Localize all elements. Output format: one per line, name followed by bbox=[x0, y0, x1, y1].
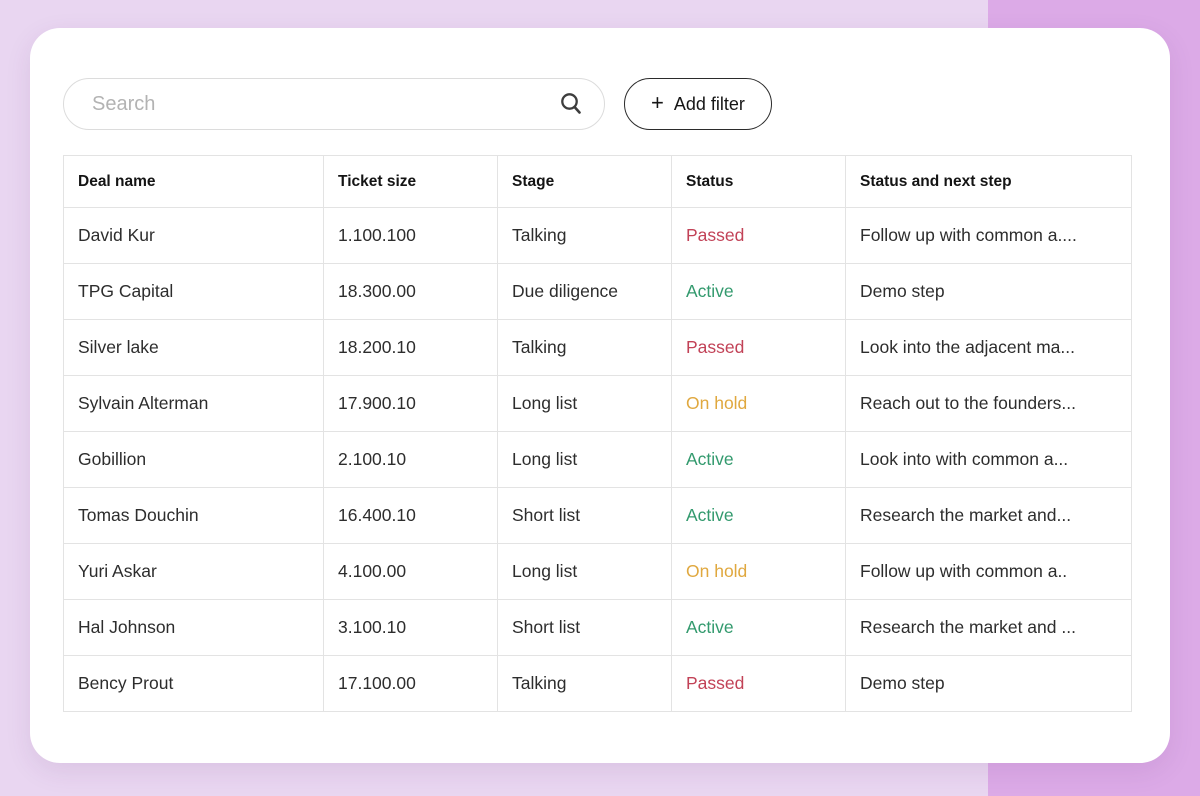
cell-stage: Long list bbox=[497, 543, 672, 600]
deals-table-container: Deal name Ticket size Stage Status Statu… bbox=[63, 155, 1132, 712]
cell-next-step: Research the market and ... bbox=[845, 599, 1132, 656]
column-header-next-step: Status and next step bbox=[845, 155, 1132, 208]
cell-stage: Long list bbox=[497, 431, 672, 488]
cell-next-step: Research the market and... bbox=[845, 487, 1132, 544]
search-bar bbox=[63, 78, 605, 130]
table-row[interactable]: Hal Johnson 3.100.10 Short list Active Resea… bbox=[63, 599, 1132, 656]
cell-next-step: Demo step bbox=[845, 263, 1132, 320]
cell-ticket-size: 2.100.10 bbox=[323, 431, 498, 488]
table-row[interactable]: TPG Capital 18.300.00 Due diligence Active D… bbox=[63, 263, 1132, 320]
cell-deal-name: Sylvain Alterman bbox=[63, 375, 324, 432]
table-body: David Kur 1.100.100 Talking Passed Follow up… bbox=[63, 207, 1132, 712]
cell-ticket-size: 1.100.100 bbox=[323, 207, 498, 264]
deals-table: Deal name Ticket size Stage Status Statu… bbox=[63, 155, 1132, 712]
cell-stage: Short list bbox=[497, 599, 672, 656]
status-badge: Active bbox=[671, 487, 846, 544]
cell-stage: Long list bbox=[497, 375, 672, 432]
cell-deal-name: Silver lake bbox=[63, 319, 324, 376]
cell-next-step: Reach out to the founders... bbox=[845, 375, 1132, 432]
toolbar: + Add filter bbox=[63, 78, 772, 130]
status-badge: Active bbox=[671, 599, 846, 656]
status-badge: Passed bbox=[671, 207, 846, 264]
cell-ticket-size: 16.400.10 bbox=[323, 487, 498, 544]
cell-ticket-size: 3.100.10 bbox=[323, 599, 498, 656]
cell-deal-name: Tomas Douchin bbox=[63, 487, 324, 544]
add-filter-button[interactable]: + Add filter bbox=[624, 78, 772, 130]
cell-deal-name: Yuri Askar bbox=[63, 543, 324, 600]
status-badge: Active bbox=[671, 263, 846, 320]
cell-next-step: Look into with common a... bbox=[845, 431, 1132, 488]
table-row[interactable]: Bency Prout 17.100.00 Talking Passed Demo st… bbox=[63, 655, 1132, 712]
table-row[interactable]: Tomas Douchin 16.400.10 Short list Active Re… bbox=[63, 487, 1132, 544]
cell-stage: Talking bbox=[497, 319, 672, 376]
search-icon[interactable] bbox=[558, 91, 584, 117]
cell-deal-name: David Kur bbox=[63, 207, 324, 264]
status-badge: Passed bbox=[671, 319, 846, 376]
table-row[interactable]: David Kur 1.100.100 Talking Passed Follow up… bbox=[63, 207, 1132, 264]
cell-ticket-size: 18.200.10 bbox=[323, 319, 498, 376]
cell-deal-name: TPG Capital bbox=[63, 263, 324, 320]
column-header-status: Status bbox=[671, 155, 846, 208]
column-header-deal-name: Deal name bbox=[63, 155, 324, 208]
cell-deal-name: Bency Prout bbox=[63, 655, 324, 712]
add-filter-label: Add filter bbox=[673, 93, 745, 114]
cell-ticket-size: 4.100.00 bbox=[323, 543, 498, 600]
search-input[interactable] bbox=[90, 91, 558, 117]
cell-stage: Talking bbox=[497, 655, 672, 712]
table-row[interactable]: Yuri Askar 4.100.00 Long list On hold Follow… bbox=[63, 543, 1132, 600]
status-badge: Active bbox=[671, 431, 846, 488]
cell-next-step: Follow up with common a.... bbox=[845, 207, 1132, 264]
cell-next-step: Demo step bbox=[845, 655, 1132, 712]
column-header-stage: Stage bbox=[497, 155, 672, 208]
status-badge: On hold bbox=[671, 543, 846, 600]
cell-deal-name: Gobillion bbox=[63, 431, 324, 488]
plus-icon: + bbox=[651, 90, 664, 115]
table-row[interactable]: Sylvain Alterman 17.900.10 Long list On hol… bbox=[63, 375, 1132, 432]
column-header-ticket-size: Ticket size bbox=[323, 155, 498, 208]
cell-stage: Talking bbox=[497, 207, 672, 264]
status-badge: On hold bbox=[671, 375, 846, 432]
cell-ticket-size: 17.100.00 bbox=[323, 655, 498, 712]
table-header-row: Deal name Ticket size Stage Status Statu… bbox=[63, 155, 1132, 208]
cell-next-step: Follow up with common a.. bbox=[845, 543, 1132, 600]
cell-ticket-size: 18.300.00 bbox=[323, 263, 498, 320]
content-card: + Add filter Deal name Ticket size St bbox=[30, 28, 1170, 763]
cell-stage: Due diligence bbox=[497, 263, 672, 320]
table-row[interactable]: Silver lake 18.200.10 Talking Passed Look in… bbox=[63, 319, 1132, 376]
table-row[interactable]: Gobillion 2.100.10 Long list Active Look int… bbox=[63, 431, 1132, 488]
status-badge: Passed bbox=[671, 655, 846, 712]
cell-next-step: Look into the adjacent ma... bbox=[845, 319, 1132, 376]
cell-ticket-size: 17.900.10 bbox=[323, 375, 498, 432]
cell-deal-name: Hal Johnson bbox=[63, 599, 324, 656]
cell-stage: Short list bbox=[497, 487, 672, 544]
